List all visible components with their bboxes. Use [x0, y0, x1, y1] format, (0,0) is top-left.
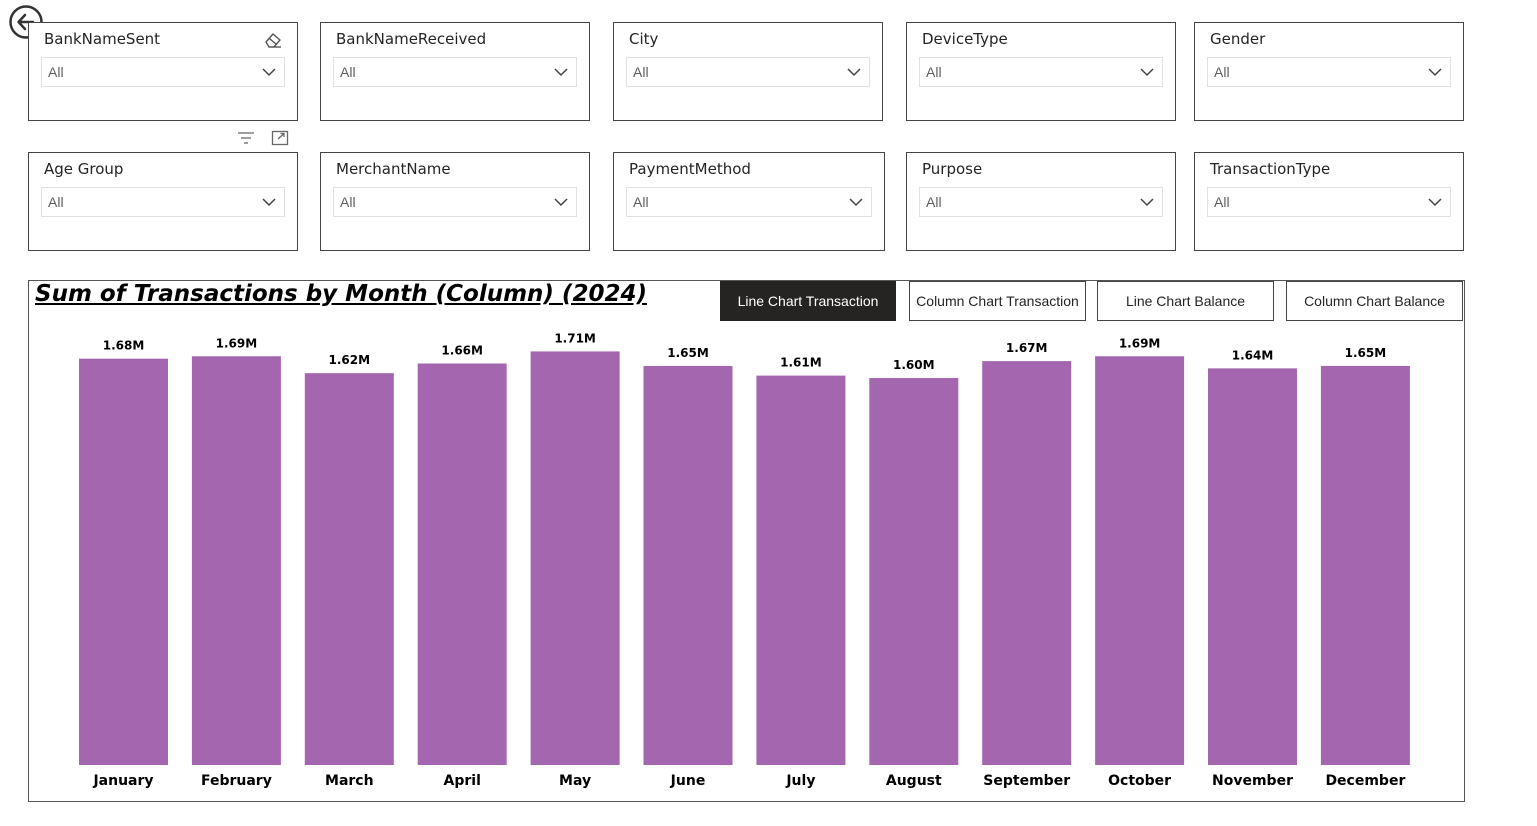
- slicer-value: All: [633, 64, 649, 80]
- slicer-value: All: [48, 194, 64, 210]
- slicer-value: All: [1214, 194, 1230, 210]
- chart-title: Sum of Transactions by Month (Column) (2…: [35, 281, 647, 307]
- line-chart-balance-button[interactable]: Line Chart Balance: [1097, 281, 1274, 321]
- x-axis-label: February: [201, 773, 272, 789]
- slicer-purpose[interactable]: Purpose All: [906, 152, 1176, 251]
- chevron-down-icon: [849, 198, 863, 207]
- data-label: 1.61M: [780, 356, 822, 370]
- bar-may[interactable]: [530, 351, 620, 765]
- slicer-dropdown[interactable]: All: [1207, 57, 1451, 87]
- slicer-title: City: [629, 30, 659, 48]
- slicer-gender[interactable]: Gender All: [1194, 22, 1464, 121]
- bar-august[interactable]: [869, 378, 959, 765]
- slicer-dropdown[interactable]: All: [1207, 187, 1451, 217]
- x-axis-label: December: [1325, 773, 1405, 789]
- slicer-title: BankNameReceived: [336, 30, 487, 48]
- column-chart: 1.68M January 1.69M February 1.62M March 1.66M…: [79, 331, 1410, 789]
- chevron-down-icon: [847, 68, 861, 77]
- data-label: 1.64M: [1232, 348, 1274, 362]
- data-label: 1.62M: [329, 353, 371, 367]
- data-label: 1.69M: [1119, 336, 1161, 350]
- focus-mode-icon[interactable]: [271, 130, 289, 146]
- x-axis-label: November: [1212, 773, 1293, 789]
- line-chart-transaction-button[interactable]: Line Chart Transaction: [720, 281, 896, 321]
- chevron-down-icon: [262, 68, 276, 77]
- data-label: 1.71M: [554, 331, 596, 345]
- slicer-title: TransactionType: [1210, 160, 1331, 178]
- bar-december[interactable]: [1320, 365, 1410, 765]
- x-axis-label: March: [325, 773, 374, 789]
- data-label: 1.60M: [893, 358, 935, 372]
- column-chart-transaction-button[interactable]: Column Chart Transaction: [909, 281, 1086, 321]
- slicer-value: All: [926, 194, 942, 210]
- chevron-down-icon: [1140, 68, 1154, 77]
- data-label: 1.66M: [441, 344, 483, 358]
- slicer-dropdown[interactable]: All: [919, 187, 1163, 217]
- bar-january[interactable]: [79, 358, 168, 765]
- bar-june[interactable]: [643, 365, 733, 765]
- data-label: 1.67M: [1006, 341, 1048, 355]
- x-axis-label: June: [670, 773, 706, 789]
- data-label: 1.65M: [1345, 346, 1387, 360]
- bar-february[interactable]: [191, 356, 281, 765]
- slicer-dropdown[interactable]: All: [626, 57, 870, 87]
- slicer-city[interactable]: City All: [613, 22, 883, 121]
- slicer-value: All: [633, 194, 649, 210]
- x-axis-label: October: [1108, 773, 1171, 789]
- slicer-title: Purpose: [922, 160, 983, 178]
- data-label: 1.69M: [216, 336, 258, 350]
- chevron-down-icon: [262, 198, 276, 207]
- slicer-dropdown[interactable]: All: [919, 57, 1163, 87]
- slicer-payment-method[interactable]: PaymentMethod All: [613, 152, 885, 251]
- slicer-merchant-name[interactable]: MerchantName All: [320, 152, 590, 251]
- bar-april[interactable]: [417, 363, 507, 765]
- filter-icon[interactable]: [237, 130, 255, 146]
- slicer-value: All: [340, 194, 356, 210]
- slicer-bank-name-sent[interactable]: BankNameSent All: [28, 22, 298, 121]
- slicer-dropdown[interactable]: All: [41, 187, 285, 217]
- slicer-bank-name-received[interactable]: BankNameReceived All: [320, 22, 590, 121]
- slicer-title: Gender: [1210, 30, 1266, 48]
- x-axis-label: April: [444, 773, 481, 789]
- x-axis-label: July: [785, 773, 815, 789]
- slicer-dropdown[interactable]: All: [626, 187, 872, 217]
- x-axis-label: May: [559, 773, 591, 789]
- x-axis-label: August: [886, 773, 942, 789]
- bar-july[interactable]: [756, 375, 846, 765]
- slicer-dropdown[interactable]: All: [333, 57, 577, 87]
- slicer-title: Age Group: [44, 160, 124, 178]
- x-axis-label: January: [92, 773, 153, 789]
- data-label: 1.68M: [103, 339, 145, 353]
- column-chart-balance-button[interactable]: Column Chart Balance: [1286, 281, 1463, 321]
- slicer-value: All: [1214, 64, 1230, 80]
- bar-march[interactable]: [304, 373, 394, 765]
- chart-panel: 1.68M January 1.69M February 1.62M March 1.66M…: [28, 280, 1465, 802]
- chevron-down-icon: [1140, 198, 1154, 207]
- bar-november[interactable]: [1208, 368, 1297, 765]
- slicer-title: DeviceType: [922, 30, 1008, 48]
- slicer-age-group[interactable]: Age Group All: [28, 152, 298, 251]
- slicer-title: BankNameSent: [44, 30, 161, 48]
- slicer-value: All: [926, 64, 942, 80]
- data-label: 1.65M: [667, 346, 709, 360]
- slicer-device-type[interactable]: DeviceType All: [906, 22, 1176, 121]
- slicer-value: All: [340, 64, 356, 80]
- bar-september[interactable]: [982, 361, 1072, 765]
- chevron-down-icon: [1428, 68, 1442, 77]
- eraser-icon[interactable]: [263, 31, 283, 49]
- slicer-title: MerchantName: [336, 160, 451, 178]
- chevron-down-icon: [1428, 198, 1442, 207]
- chevron-down-icon: [554, 198, 568, 207]
- chevron-down-icon: [554, 68, 568, 77]
- slicer-title: PaymentMethod: [629, 160, 751, 178]
- bar-october[interactable]: [1095, 356, 1185, 765]
- slicer-dropdown[interactable]: All: [41, 57, 285, 87]
- x-axis-label: September: [983, 773, 1070, 789]
- slicer-value: All: [48, 64, 64, 80]
- slicer-transaction-type[interactable]: TransactionType All: [1194, 152, 1464, 251]
- slicer-dropdown[interactable]: All: [333, 187, 577, 217]
